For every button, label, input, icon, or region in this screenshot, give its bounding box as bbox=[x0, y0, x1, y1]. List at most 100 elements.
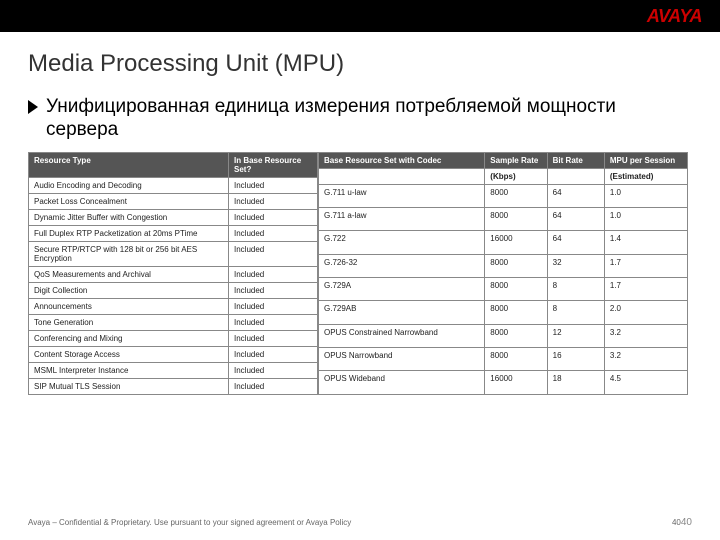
table-cell: 8 bbox=[547, 301, 604, 324]
table-cell: 8000 bbox=[485, 207, 547, 230]
table-cell: 64 bbox=[547, 184, 604, 207]
table-cell: Announcements bbox=[29, 298, 229, 314]
footer-page-mid: 40 bbox=[672, 518, 681, 527]
table-cell: 16 bbox=[547, 347, 604, 370]
table-row: Packet Loss ConcealmentIncluded bbox=[29, 193, 318, 209]
table-cell: 64 bbox=[547, 207, 604, 230]
table-cell: 4.5 bbox=[604, 371, 687, 394]
bullet-row: Унифицированная единица измерения потреб… bbox=[28, 96, 692, 142]
table-cell: 3.2 bbox=[604, 324, 687, 347]
table-cell: Digit Collection bbox=[29, 282, 229, 298]
table-cell: 8000 bbox=[485, 324, 547, 347]
table-cell: 2.0 bbox=[604, 301, 687, 324]
table-cell: Included bbox=[229, 298, 318, 314]
table-cell: G.711 u-law bbox=[319, 184, 485, 207]
table-cell: Included bbox=[229, 225, 318, 241]
table-cell: 1.7 bbox=[604, 277, 687, 300]
table-row: G.711 a-law8000641.0 bbox=[319, 207, 688, 230]
footer: Avaya – Confidential & Proprietary. Use … bbox=[0, 517, 720, 528]
table-cell: Included bbox=[229, 314, 318, 330]
triangle-bullet-icon bbox=[28, 100, 38, 114]
table-cell: Secure RTP/RTCP with 128 bit or 256 bit … bbox=[29, 241, 229, 266]
table-row: G.729A800081.7 bbox=[319, 277, 688, 300]
table-cell: 3.2 bbox=[604, 347, 687, 370]
footer-confidential: Avaya – Confidential & Proprietary. Use … bbox=[28, 518, 632, 527]
footer-page-right: 40 bbox=[681, 517, 692, 528]
table-cell: G.722 bbox=[319, 231, 485, 254]
table-row: G.711 u-law8000641.0 bbox=[319, 184, 688, 207]
sub-codec bbox=[319, 168, 485, 184]
col-resource-type: Resource Type bbox=[29, 152, 229, 177]
table-cell: Included bbox=[229, 346, 318, 362]
table-cell: 1.7 bbox=[604, 254, 687, 277]
sub-mpu: (Estimated) bbox=[604, 168, 687, 184]
col-sample-rate: Sample Rate bbox=[485, 152, 547, 168]
table-cell: 16000 bbox=[485, 371, 547, 394]
table-row: AnnouncementsIncluded bbox=[29, 298, 318, 314]
table-cell: G.726-32 bbox=[319, 254, 485, 277]
bullet-text: Унифицированная единица измерения потреб… bbox=[46, 96, 692, 142]
table-cell: Audio Encoding and Decoding bbox=[29, 177, 229, 193]
table-cell: Dynamic Jitter Buffer with Congestion bbox=[29, 209, 229, 225]
avaya-logo: AVAYA bbox=[647, 6, 702, 27]
table-cell: Included bbox=[229, 378, 318, 394]
table-cell: 8000 bbox=[485, 277, 547, 300]
table-cell: 64 bbox=[547, 231, 604, 254]
table-row: Conferencing and MixingIncluded bbox=[29, 330, 318, 346]
table-cell: 12 bbox=[547, 324, 604, 347]
table-row: G.729AB800082.0 bbox=[319, 301, 688, 324]
table-cell: Included bbox=[229, 282, 318, 298]
topbar: AVAYA bbox=[0, 0, 720, 32]
sub-bit bbox=[547, 168, 604, 184]
table-row: SIP Mutual TLS SessionIncluded bbox=[29, 378, 318, 394]
table-cell: 8000 bbox=[485, 184, 547, 207]
table-cell: Included bbox=[229, 266, 318, 282]
table-cell: 18 bbox=[547, 371, 604, 394]
table-row: QoS Measurements and ArchivalIncluded bbox=[29, 266, 318, 282]
table-cell: G.729A bbox=[319, 277, 485, 300]
table-cell: G.729AB bbox=[319, 301, 485, 324]
table-cell: Included bbox=[229, 362, 318, 378]
table-row: Tone GenerationIncluded bbox=[29, 314, 318, 330]
table-row: OPUS Narrowband8000163.2 bbox=[319, 347, 688, 370]
table-cell: Included bbox=[229, 330, 318, 346]
table-row: G.726-328000321.7 bbox=[319, 254, 688, 277]
table-cell: OPUS Wideband bbox=[319, 371, 485, 394]
table-cell: 8000 bbox=[485, 347, 547, 370]
table-row: Full Duplex RTP Packetization at 20ms PT… bbox=[29, 225, 318, 241]
codec-table: Base Resource Set with Codec Sample Rate… bbox=[318, 152, 688, 395]
table-cell: 16000 bbox=[485, 231, 547, 254]
table-row: Dynamic Jitter Buffer with CongestionInc… bbox=[29, 209, 318, 225]
table-cell: Included bbox=[229, 241, 318, 266]
table-cell: SIP Mutual TLS Session bbox=[29, 378, 229, 394]
table-cell: 1.4 bbox=[604, 231, 687, 254]
table-row: Secure RTP/RTCP with 128 bit or 256 bit … bbox=[29, 241, 318, 266]
table-row: Digit CollectionIncluded bbox=[29, 282, 318, 298]
table-row: Audio Encoding and DecodingIncluded bbox=[29, 177, 318, 193]
table-cell: OPUS Constrained Narrowband bbox=[319, 324, 485, 347]
table-cell: G.711 a-law bbox=[319, 207, 485, 230]
col-in-base: In Base Resource Set? bbox=[229, 152, 318, 177]
table-cell: 32 bbox=[547, 254, 604, 277]
table-cell: Packet Loss Concealment bbox=[29, 193, 229, 209]
slide-content: Media Processing Unit (MPU) Унифицирован… bbox=[0, 32, 720, 395]
table-cell: Included bbox=[229, 209, 318, 225]
table-cell: Included bbox=[229, 193, 318, 209]
table-row: OPUS Constrained Narrowband8000123.2 bbox=[319, 324, 688, 347]
table-cell: OPUS Narrowband bbox=[319, 347, 485, 370]
table-cell: 8000 bbox=[485, 301, 547, 324]
resource-table: Resource Type In Base Resource Set? Audi… bbox=[28, 152, 318, 395]
table-cell: QoS Measurements and Archival bbox=[29, 266, 229, 282]
table-row: MSML Interpreter InstanceIncluded bbox=[29, 362, 318, 378]
tables-container: Resource Type In Base Resource Set? Audi… bbox=[28, 152, 692, 395]
table-cell: Included bbox=[229, 177, 318, 193]
table-row: OPUS Wideband16000184.5 bbox=[319, 371, 688, 394]
table-cell: 8 bbox=[547, 277, 604, 300]
table-cell: Full Duplex RTP Packetization at 20ms PT… bbox=[29, 225, 229, 241]
sub-sample: (Kbps) bbox=[485, 168, 547, 184]
col-bit-rate: Bit Rate bbox=[547, 152, 604, 168]
table-row: Content Storage AccessIncluded bbox=[29, 346, 318, 362]
col-mpu: MPU per Session bbox=[604, 152, 687, 168]
table-cell: 8000 bbox=[485, 254, 547, 277]
table-cell: Content Storage Access bbox=[29, 346, 229, 362]
